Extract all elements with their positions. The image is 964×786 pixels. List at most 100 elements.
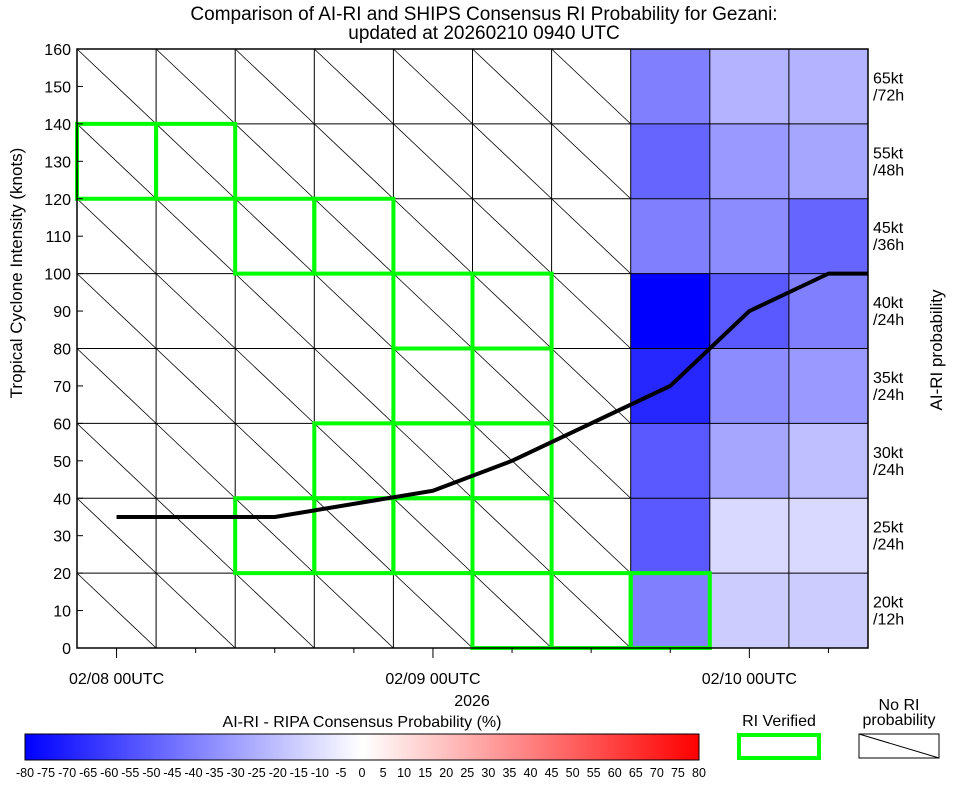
colorbar-tick-label: -50 [142,766,160,780]
colorbar-tick-label: 5 [380,766,387,780]
legend-verified: RI Verified [737,713,821,760]
colorbar-tick-label: -55 [121,766,139,780]
no-probability-diagonal [234,572,315,649]
row-label-window: /12h [873,612,904,629]
colorbar-tick-label: -20 [269,766,287,780]
no-probability-diagonal [155,348,236,424]
probability-cell [709,49,789,124]
y-tick-label: 140 [44,117,71,134]
probability-cell [788,573,868,648]
colorbar-tick-label: 10 [397,766,411,780]
colorbar-tick-label: -40 [184,766,202,780]
no-probability-diagonal [76,273,157,349]
plot-frame [76,48,869,649]
y-tick-label: 60 [53,416,71,433]
no-probability-diagonal [234,48,315,125]
no-probability-diagonal [551,497,631,574]
row-label-window: /24h [873,462,904,479]
colorbar: AI-RI - RIPA Consensus Probability (%) -… [16,714,706,780]
colorbar-tick-label: -65 [79,766,97,780]
legend-noprob-line2: probability [863,712,936,729]
legend-noprob-line1: No RI [879,697,920,714]
no-probability-diagonal [551,198,631,274]
probability-cell [630,49,710,124]
colorbar-tick-label: -15 [290,766,308,780]
no-probability-diagonal [155,198,236,274]
x-tick-label: 02/08 00UTC [69,671,164,688]
no-probability-diagonal [551,273,631,349]
probability-cell [788,49,868,124]
probability-cell [630,198,710,274]
legend-verified-label: RI Verified [742,713,816,730]
no-probability-diagonal [76,423,157,499]
colorbar-tick-label: 30 [481,766,495,780]
no-probability-diagonal [76,497,157,574]
colorbar-tick-label: 65 [629,766,643,780]
no-probability-diagonal [234,423,315,499]
ri-verified-box [154,121,238,201]
colorbar-tick-label: -35 [206,766,224,780]
y-tick-label: 100 [44,267,71,284]
row-label-window: /48h [873,162,904,179]
no-probability-diagonal [472,497,552,574]
no-probability-diagonal [472,48,552,125]
no-probability-diagonal [314,198,394,274]
probability-cell [788,123,868,199]
y-tick-label: 0 [62,641,71,658]
colorbar-tick-label: 20 [439,766,453,780]
y-tick-label: 160 [44,42,71,59]
no-probability-diagonal [155,423,236,499]
probability-cell [788,498,868,574]
no-probability-diagonal [234,198,315,274]
row-label-window: /24h [873,312,904,329]
no-probability-diagonal [472,572,552,649]
x-tick-label: 02/10 00UTC [702,671,797,688]
no-probability-diagonal [314,497,394,574]
probability-cell [709,498,789,574]
probability-cell [630,123,710,199]
no-probability-diagonal [234,497,315,574]
ri-verified-boxes [75,121,712,650]
y-tick-label: 30 [53,529,71,546]
no-probability-hatching [76,48,631,649]
row-label-window: /72h [873,87,904,104]
no-probability-diagonal [234,273,315,349]
legend-noprob-diagonal [858,733,940,759]
row-label-threshold: 55kt [873,145,904,162]
colorbar-tick-label: 35 [502,766,516,780]
colorbar-tick-label: 75 [671,766,685,780]
row-label-threshold: 35kt [873,370,904,387]
probability-cell [709,423,789,499]
no-probability-diagonal [155,273,236,349]
ri-verified-box [312,196,396,276]
probability-cell [788,423,868,499]
probability-cell [788,348,868,424]
x-tick-label: 02/09 00UTC [385,671,480,688]
probability-cell [630,273,710,349]
probability-cells [630,49,868,648]
no-probability-diagonal [393,123,473,200]
y-tick-label: 40 [53,491,71,508]
colorbar-tick-label: 60 [608,766,622,780]
probability-cell [709,573,789,648]
intensity-track-line [116,271,868,519]
chart-title-line2: updated at 20260210 0940 UTC [348,23,620,44]
x-axis: 02/08 00UTC 02/09 00UTC 02/10 00UTC [69,648,829,688]
row-label-threshold: 65kt [873,70,904,87]
y-tick-label: 70 [53,379,71,396]
intensity-track [116,271,868,519]
no-probability-diagonal [472,273,552,349]
probability-cell [630,498,710,574]
no-probability-diagonal [393,572,473,649]
colorbar-tick-label: -75 [37,766,55,780]
x-axis-year-label: 2026 [454,693,490,710]
colorbar-tick-label: -80 [16,766,34,780]
no-probability-diagonal [472,198,552,274]
no-probability-diagonal [76,123,157,200]
right-axis-label: AI-RI probability [927,289,946,410]
no-probability-diagonal [314,572,394,649]
y-tick-label: 130 [44,154,71,171]
no-probability-diagonal [393,198,473,274]
colorbar-tick-label: -10 [311,766,329,780]
no-probability-diagonal [393,48,473,125]
